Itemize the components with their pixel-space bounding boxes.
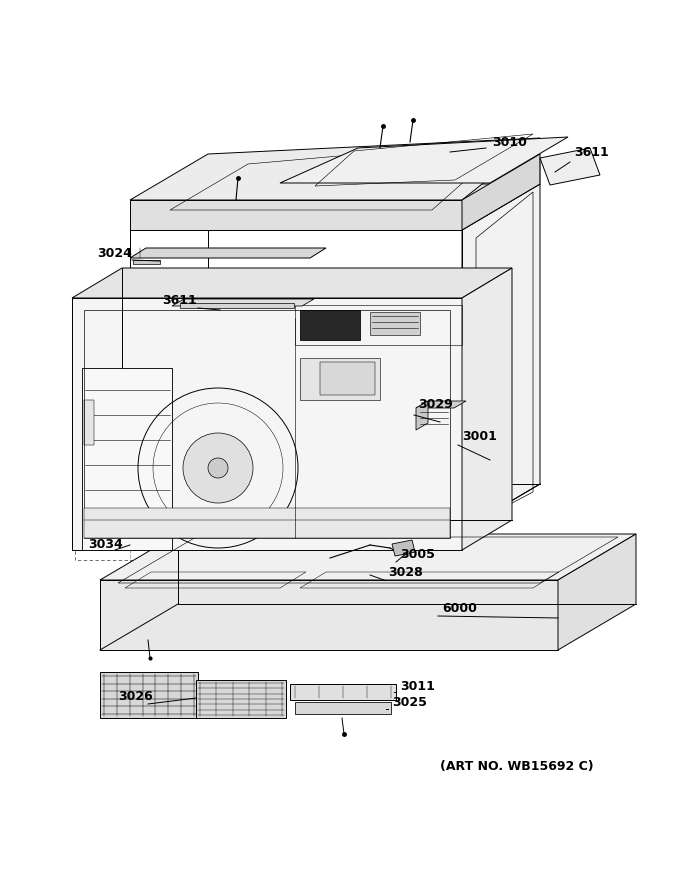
Polygon shape: [540, 148, 600, 185]
Circle shape: [183, 433, 253, 503]
Polygon shape: [100, 534, 636, 580]
Polygon shape: [72, 268, 512, 298]
Polygon shape: [133, 260, 160, 264]
Polygon shape: [84, 508, 450, 538]
Text: 3611: 3611: [162, 294, 197, 307]
Polygon shape: [180, 303, 294, 308]
Polygon shape: [130, 200, 462, 230]
Polygon shape: [196, 680, 286, 718]
Polygon shape: [462, 268, 512, 550]
Text: 3611: 3611: [574, 146, 609, 159]
Text: 3034: 3034: [88, 538, 123, 551]
Polygon shape: [172, 299, 314, 306]
Text: 6000: 6000: [442, 602, 477, 615]
Polygon shape: [462, 154, 540, 230]
Text: 3005: 3005: [400, 548, 435, 561]
Text: (ART NO. WB15692 C): (ART NO. WB15692 C): [440, 760, 594, 773]
Polygon shape: [82, 368, 172, 550]
Text: 3011: 3011: [400, 680, 435, 693]
Polygon shape: [416, 401, 428, 430]
Polygon shape: [130, 138, 540, 200]
Text: 3001: 3001: [462, 430, 497, 443]
Polygon shape: [280, 137, 568, 183]
Polygon shape: [558, 534, 636, 650]
Text: 3010: 3010: [492, 136, 527, 149]
Polygon shape: [370, 312, 420, 335]
Text: 3026: 3026: [118, 690, 153, 703]
Polygon shape: [290, 684, 396, 700]
Polygon shape: [462, 184, 540, 530]
Polygon shape: [300, 310, 360, 340]
Polygon shape: [130, 248, 326, 258]
Polygon shape: [100, 580, 558, 650]
Polygon shape: [100, 672, 198, 718]
Polygon shape: [392, 540, 415, 556]
Polygon shape: [320, 362, 375, 395]
Polygon shape: [130, 184, 540, 230]
Text: 3029: 3029: [418, 398, 453, 411]
Text: 3025: 3025: [392, 696, 427, 709]
Polygon shape: [72, 298, 462, 550]
Polygon shape: [300, 358, 380, 400]
Text: 3028: 3028: [388, 566, 423, 579]
Polygon shape: [416, 401, 466, 408]
Polygon shape: [84, 400, 94, 445]
Text: 3024: 3024: [97, 247, 132, 260]
Circle shape: [208, 458, 228, 478]
Polygon shape: [295, 702, 391, 714]
